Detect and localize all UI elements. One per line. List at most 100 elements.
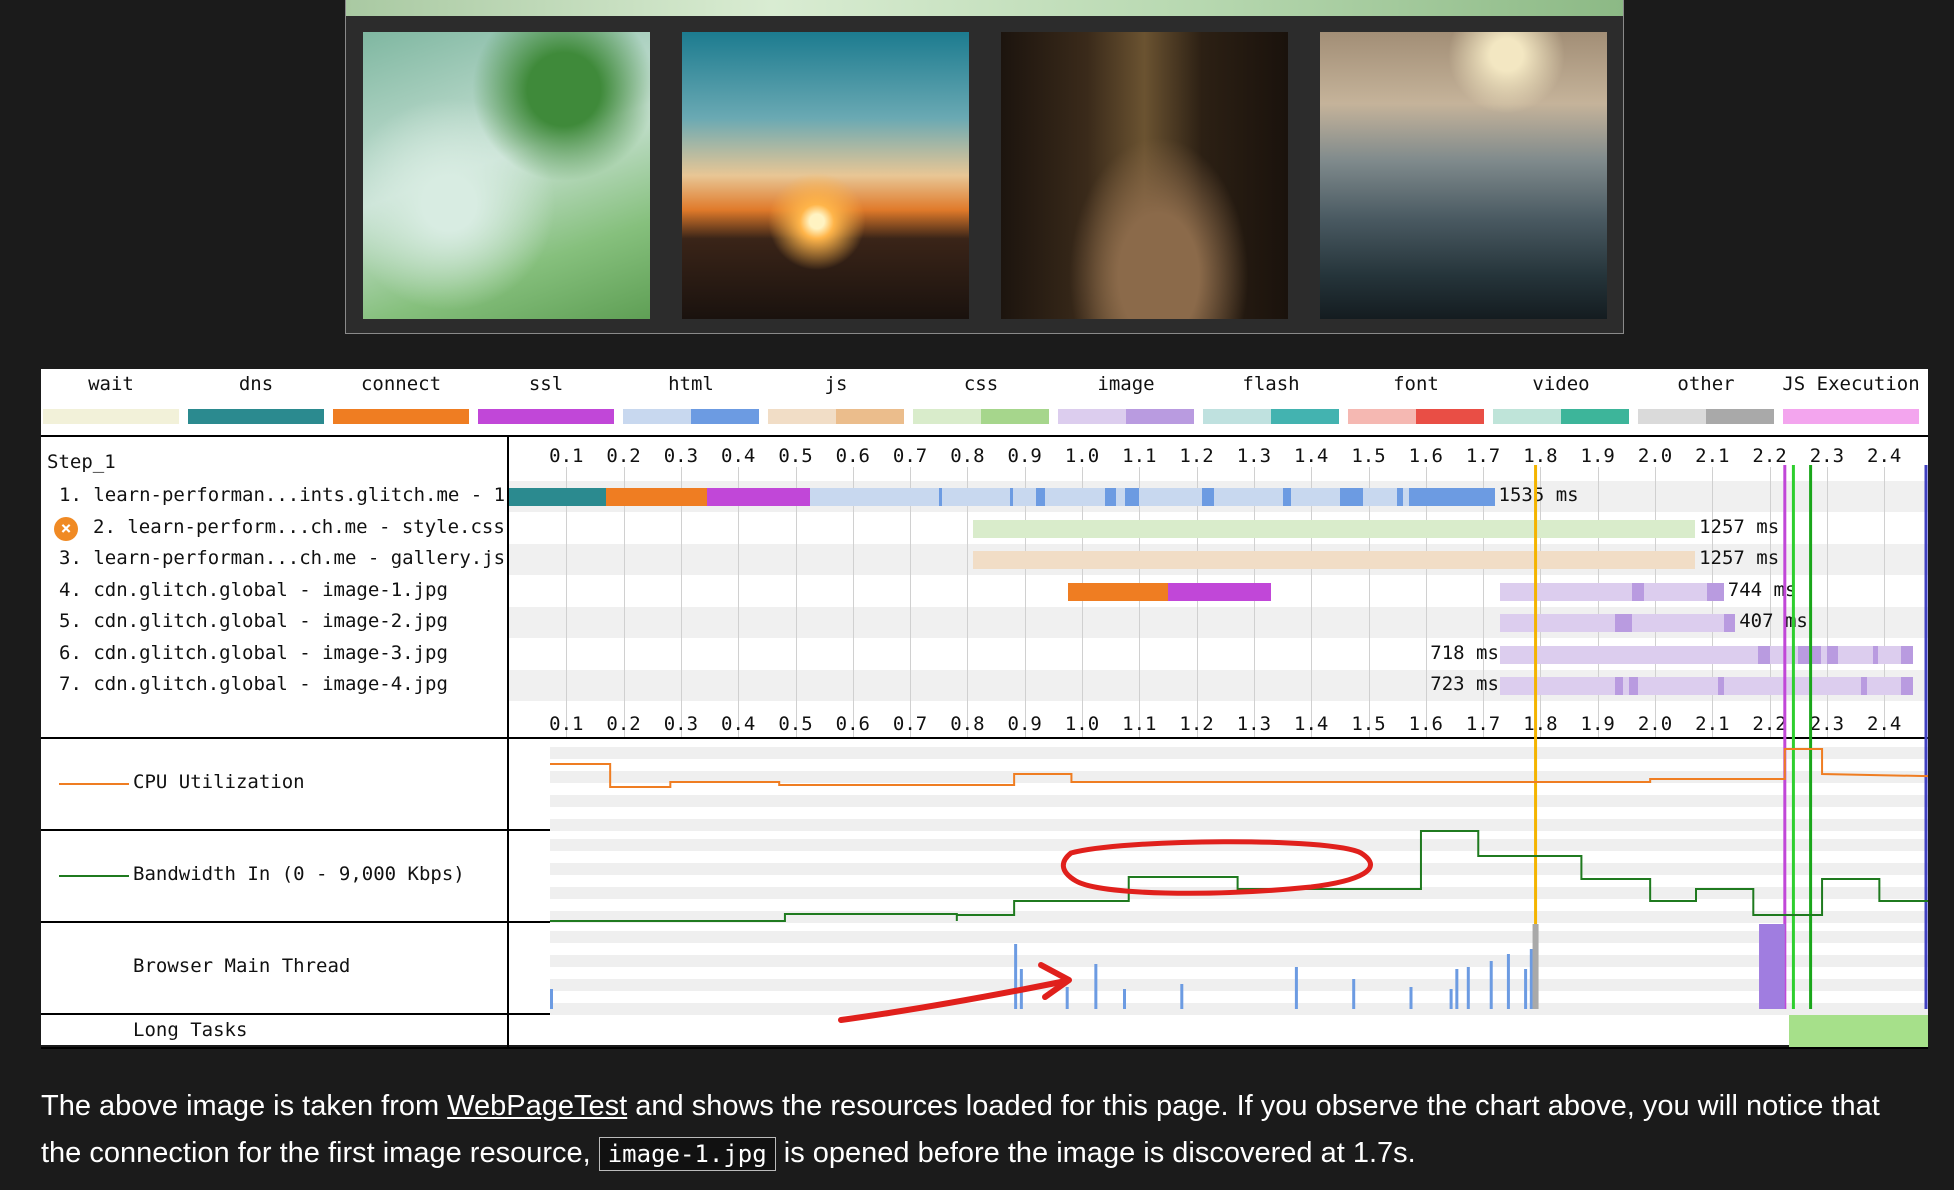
legend-item-js: js xyxy=(766,369,906,429)
tick-label-bottom: 2.0 xyxy=(1637,713,1673,735)
tick-label-bottom: 0.6 xyxy=(835,713,870,735)
tick-label-bottom: 0.1 xyxy=(549,713,584,735)
image-bar-chunk xyxy=(1723,614,1736,632)
legend-label: connect xyxy=(360,373,442,395)
js-bar xyxy=(973,551,1696,569)
request-label-column: Step_1 1. learn-performan...ints.glitch.… xyxy=(41,437,509,1047)
tick-label-bottom: 0.8 xyxy=(950,713,985,735)
main-thread-label: Browser Main Thread xyxy=(133,955,351,977)
request-duration: 744 ms xyxy=(1727,578,1797,601)
tick-label-bottom: 0.4 xyxy=(721,713,756,735)
legend-item-image: image xyxy=(1056,369,1196,429)
cpu-legend-line xyxy=(59,783,129,785)
html-bar-chunk xyxy=(1010,488,1014,506)
legend-label: JS Execution xyxy=(1782,373,1920,395)
tick-label-bottom: 1.9 xyxy=(1580,713,1615,735)
tick-label-bottom: 0.3 xyxy=(663,713,699,735)
image-bar xyxy=(1500,677,1913,695)
request-label[interactable]: 5. cdn.glitch.global - image-2.jpg xyxy=(59,610,448,632)
tick-label-bottom: 1.4 xyxy=(1294,713,1329,735)
legend-label: flash xyxy=(1242,373,1300,395)
legend-item-flash: flash xyxy=(1201,369,1341,429)
article-caption: The above image is taken from WebPageTes… xyxy=(41,1083,1921,1178)
grid-line xyxy=(1024,467,1026,737)
ssl-bar xyxy=(1167,582,1272,601)
bandwidth-legend-line xyxy=(59,875,129,877)
legend-item-wait: wait xyxy=(41,369,181,429)
grid-line xyxy=(1769,467,1771,737)
image-bar-chunk xyxy=(1758,645,1770,664)
request-label[interactable]: 3. learn-performan...ch.me - gallery.js xyxy=(59,547,506,569)
request-label[interactable]: 4. cdn.glitch.global - image-1.jpg xyxy=(59,578,448,601)
gallery-image-leaves[interactable] xyxy=(363,32,650,319)
waterfall-grid: Step_1 1. learn-performan...ints.glitch.… xyxy=(41,435,1928,1049)
tick-label-top: 1.1 xyxy=(1122,445,1157,467)
html-bar-chunk xyxy=(1202,488,1214,506)
tick-label-top: 0.4 xyxy=(721,445,756,467)
html-bar-chunk xyxy=(1408,488,1495,506)
gallery-image-mountains[interactable] xyxy=(1320,32,1607,319)
image-bar-chunk xyxy=(1826,645,1839,664)
legend-label: js xyxy=(824,373,848,395)
tick-label-bottom: 2.4 xyxy=(1867,713,1902,735)
grid-line xyxy=(1655,467,1656,737)
image-bar-chunk xyxy=(1706,582,1724,601)
request-label[interactable]: 7. cdn.glitch.global - image-4.jpg xyxy=(59,673,448,695)
caption-text-1: The above image is taken from xyxy=(41,1090,448,1122)
request-label[interactable]: 1. learn-performan...ints.glitch.me - 1 xyxy=(59,484,506,506)
tick-label-top: 2.4 xyxy=(1867,445,1902,467)
legend-swatch xyxy=(1783,409,1919,424)
tick-label-bottom: 0.2 xyxy=(606,713,641,735)
request-duration: 407 ms xyxy=(1739,610,1808,632)
tick-label-bottom: 0.5 xyxy=(778,713,813,735)
caption-text-2: and shows the resources loaded for this … xyxy=(41,1090,1880,1169)
image-bar-chunk xyxy=(1861,677,1867,695)
legend-swatch xyxy=(478,409,614,424)
image-bar-chunk xyxy=(1718,677,1724,695)
legend-item-css: css xyxy=(911,369,1051,429)
image-bar xyxy=(1500,645,1913,664)
tick-label-top: 1.9 xyxy=(1580,445,1615,467)
legend-item-other: other xyxy=(1636,369,1776,429)
image-bar-chunk xyxy=(1901,677,1913,695)
gallery-header-strip xyxy=(346,0,1623,16)
cpu-panel: CPU Utilization xyxy=(41,737,1928,829)
legend-swatch xyxy=(1348,409,1484,424)
legend-label: video xyxy=(1532,373,1590,395)
grid-line xyxy=(1368,467,1370,737)
gallery-image-sunset[interactable] xyxy=(682,32,969,319)
legend-swatch xyxy=(43,409,179,424)
legend-swatch xyxy=(1638,409,1774,424)
tick-label-top: 2.2 xyxy=(1752,445,1787,467)
waterfall-chart: wait dns connect ssl html js css image flash font… xyxy=(41,369,1928,1049)
tick-label-top: 0.2 xyxy=(606,445,641,467)
connect-bar xyxy=(606,488,707,506)
request-duration: 1257 ms xyxy=(1699,515,1780,538)
image-bar-chunk xyxy=(1614,614,1633,632)
webpagetest-link[interactable]: WebPageTest xyxy=(447,1090,628,1122)
gallery-image-forest-path[interactable] xyxy=(1001,32,1288,319)
request-label[interactable]: 2. learn-perform...ch.me - style.css xyxy=(93,515,505,538)
image-bar-chunk xyxy=(1614,677,1624,695)
main-thread-panel: Browser Main Thread xyxy=(41,921,1928,1013)
request-label[interactable]: 6. cdn.glitch.global - image-3.jpg xyxy=(59,641,448,664)
legend-item-js-execution: JS Execution xyxy=(1781,369,1921,429)
grid-line xyxy=(1712,467,1714,737)
tick-label-top: 1.2 xyxy=(1179,445,1214,467)
error-icon: × xyxy=(54,516,78,541)
long-task-block xyxy=(1789,1015,1928,1047)
step-label: Step_1 xyxy=(47,451,116,473)
grid-line xyxy=(1483,467,1485,737)
request-duration: 723 ms xyxy=(1430,673,1499,695)
legend-swatch xyxy=(623,409,759,424)
grid-line xyxy=(1540,467,1542,737)
tick-label-top: 1.6 xyxy=(1408,445,1443,467)
tick-label-bottom: 1.2 xyxy=(1179,713,1214,735)
legend-swatch xyxy=(913,409,1049,424)
grid-line xyxy=(1884,467,1886,737)
tick-label-bottom: 0.7 xyxy=(892,713,928,735)
html-bar-chunk xyxy=(1124,488,1140,506)
request-duration: 1535 ms xyxy=(1498,484,1579,506)
legend-label: font xyxy=(1393,373,1439,395)
grid-line xyxy=(1597,467,1599,737)
